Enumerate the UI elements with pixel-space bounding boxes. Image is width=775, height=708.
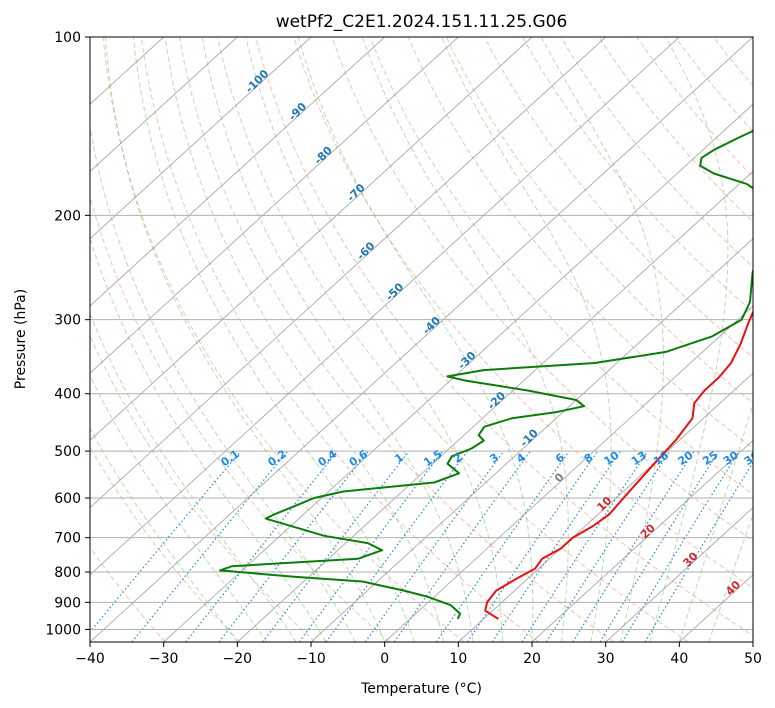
temperature-profile-line <box>484 309 753 620</box>
mixing-ratio-line <box>185 450 339 642</box>
moist-adiabat-line <box>201 37 474 642</box>
mixing-ratio-line <box>435 450 570 642</box>
moist-adiabat-line <box>245 37 503 642</box>
y-tick-label: 700 <box>54 531 81 547</box>
moist-adiabat-line <box>90 123 356 642</box>
moist-adiabats <box>90 37 753 642</box>
plot-frame <box>89 36 754 643</box>
dry-adiabat-line <box>331 37 753 542</box>
moist-adiabat-line <box>90 374 268 642</box>
mixing-ratio-line <box>545 450 671 642</box>
x-tick-label: −40 <box>75 651 105 667</box>
isotherm-line <box>90 37 459 374</box>
y-axis-ticks: 100 200 300 400 500 600 700 800 900 1000 <box>45 30 90 638</box>
mixing-ratio-line <box>131 450 289 642</box>
mixing-ratio-line <box>298 450 444 642</box>
y-tick-label: 400 <box>54 387 81 403</box>
moist-adiabat-line <box>441 37 612 642</box>
isotherm-line <box>90 37 680 576</box>
dry-adiabat-line <box>598 37 753 223</box>
dry-adiabats <box>90 37 753 642</box>
plot-area: 0.1 0.2 0.4 0.6 1 1.5 2 3 4 6 8 10 13 16 20 25 30 36-100-… <box>90 37 762 642</box>
isotherm-line <box>605 506 753 642</box>
isotherm-line <box>90 37 607 509</box>
x-tick-label: −20 <box>223 651 253 667</box>
x-tick-label: 0 <box>380 651 389 667</box>
x-tick-label: −30 <box>149 651 179 667</box>
mixing-ratio-line <box>262 450 410 642</box>
y-tick-label: 500 <box>54 444 81 460</box>
y-tick-label: 100 <box>54 30 81 46</box>
x-axis-label: Temperature (°C) <box>360 681 482 697</box>
moist-adiabat-line <box>649 37 729 642</box>
moist-adiabat-line <box>361 37 569 642</box>
dry-adiabat-line <box>407 37 753 449</box>
mixing-ratio-line <box>572 450 695 642</box>
y-tick-label: 300 <box>54 313 81 329</box>
mixing-ratio-label: 36 <box>742 448 762 468</box>
dry-adiabat-line <box>522 37 753 313</box>
moist-adiabat-line <box>90 236 327 642</box>
y-axis-label: Pressure (hPa) <box>13 289 29 389</box>
isotherm-line <box>163 103 753 642</box>
pressure-gridlines <box>90 37 753 630</box>
dry-adiabat-line <box>369 37 753 495</box>
isotherm-line <box>310 238 753 642</box>
mixing-ratio-line <box>90 450 242 633</box>
dry-adiabat-line <box>140 37 540 642</box>
x-tick-label: −10 <box>296 651 326 667</box>
isotherm-line <box>384 305 753 642</box>
moist-adiabat-line <box>90 312 297 642</box>
mixing-ratio-line <box>466 450 599 642</box>
x-tick-label: 20 <box>523 651 541 667</box>
dewpoint-profile-line <box>219 129 753 620</box>
mixing-ratio-line <box>621 450 740 642</box>
isotherm-line <box>531 439 753 642</box>
y-tick-label: 600 <box>54 491 81 507</box>
mixing-ratio-line <box>491 450 621 642</box>
dry-adiabat-line <box>178 37 614 642</box>
dry-adiabat-line <box>255 37 753 637</box>
x-axis-ticks: −40 −30 −20 −10 0 10 20 30 40 50 <box>75 642 762 667</box>
y-tick-label: 1000 <box>45 622 81 638</box>
chart-title: wetPf2_C2E1.2024.151.11.25.G06 <box>276 12 568 32</box>
mixing-ratio-line <box>325 450 468 642</box>
isotherm-line <box>90 37 753 642</box>
y-tick-label: 800 <box>54 565 81 581</box>
isotherm-line <box>90 37 533 441</box>
x-tick-label: 40 <box>670 651 688 667</box>
moist-adiabat-line <box>708 513 753 642</box>
mixing-ratio-line <box>364 450 505 642</box>
mixing-ratio-line <box>521 450 649 642</box>
isotherm-line <box>90 37 238 173</box>
dry-adiabat-line <box>217 37 689 642</box>
y-tick-label: 200 <box>54 208 81 224</box>
dry-adiabat-line <box>90 334 316 642</box>
x-tick-label: 50 <box>744 651 762 667</box>
moist-adiabat-line <box>678 401 753 642</box>
x-tick-label: 10 <box>449 651 467 667</box>
moist-adiabat-line <box>164 37 445 642</box>
y-tick-label: 900 <box>54 595 81 611</box>
moist-adiabat-line <box>90 427 238 642</box>
isotherm-line <box>90 37 312 240</box>
dry-adiabat-line <box>483 37 753 358</box>
dry-adiabat-line <box>90 194 390 642</box>
isotherm-line <box>236 170 753 642</box>
isotherm-line <box>90 37 386 307</box>
moist-adiabat-line <box>297 37 534 642</box>
dry-adiabat-line <box>445 37 753 404</box>
moist-adiabat-line <box>540 37 664 642</box>
profile-series <box>219 129 753 620</box>
x-tick-label: 30 <box>597 651 615 667</box>
dry-adiabat-line <box>293 37 753 589</box>
moist-adiabat-line <box>132 37 415 642</box>
